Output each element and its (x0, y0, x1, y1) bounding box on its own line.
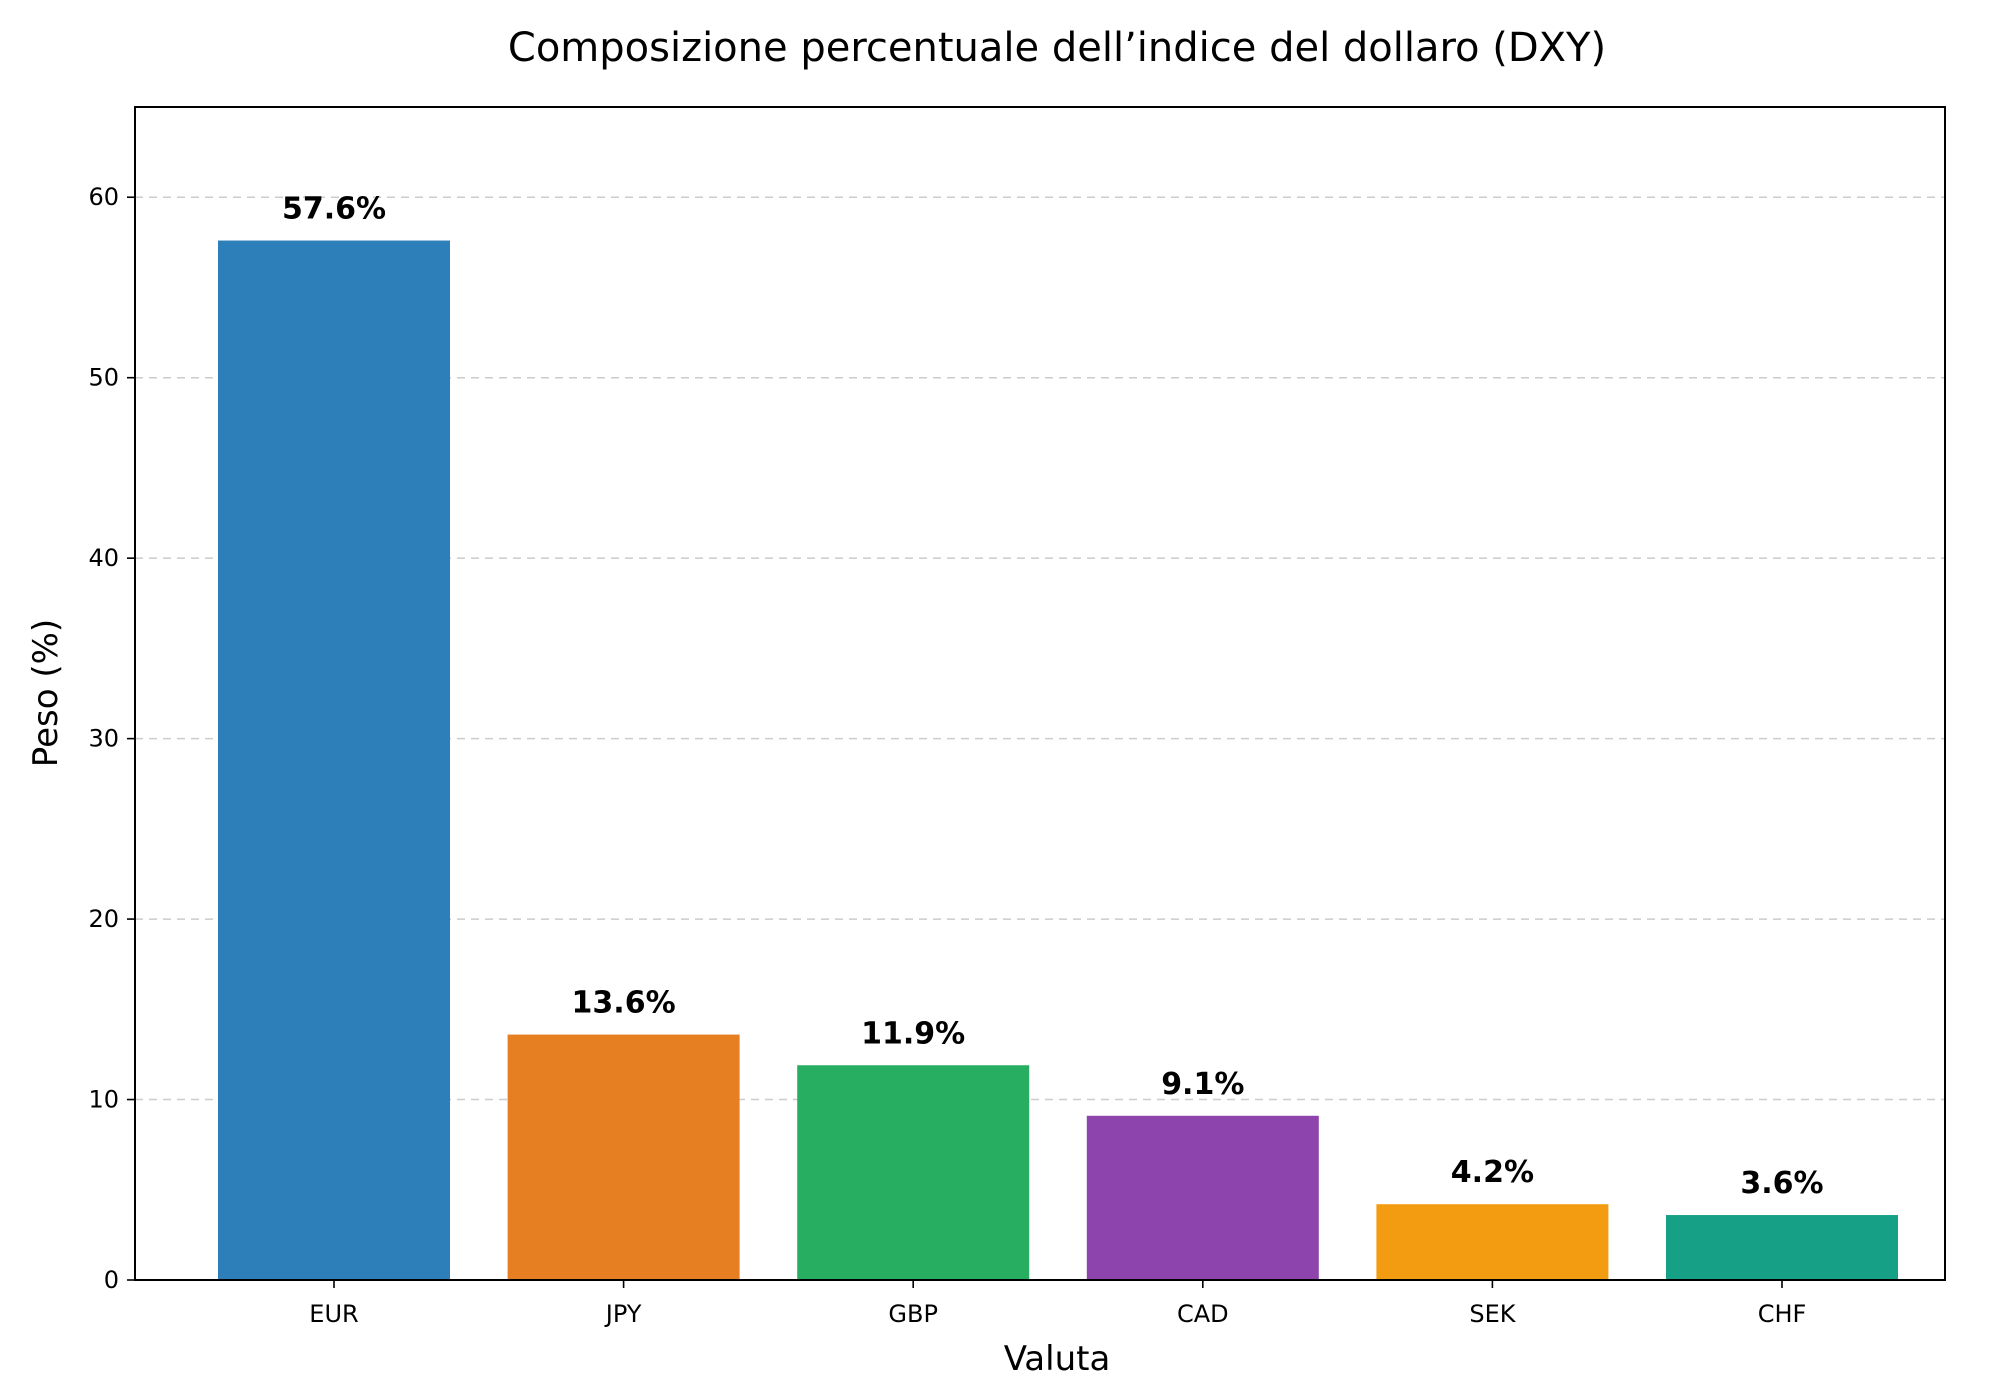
y-tick-label-30: 30 (88, 725, 119, 753)
data-label-jpy: 13.6% (572, 986, 676, 1021)
y-tick-label-20: 20 (88, 905, 119, 933)
data-label-gbp: 11.9% (861, 1016, 965, 1051)
data-label-eur: 57.6% (282, 192, 386, 227)
x-tick-label-eur: EUR (309, 1300, 358, 1328)
bar-chf (1666, 1215, 1898, 1280)
bar-jpy (507, 1034, 740, 1280)
bar-gbp (797, 1065, 1030, 1280)
data-label-sek: 4.2% (1451, 1155, 1534, 1190)
bar-eur (218, 240, 450, 1281)
y-tick-label-10: 10 (88, 1086, 119, 1114)
chart-title: Composizione percentuale dell’indice del… (508, 25, 1606, 71)
x-axis-label: Valuta (1004, 1339, 1111, 1379)
plot-frame (134, 106, 1946, 1281)
data-label-cad: 9.1% (1161, 1067, 1244, 1102)
data-labels: 57.6% 13.6% 11.9% 9.1% 4.2% 3.6% (282, 192, 1824, 1201)
x-axis-ticks: EUR JPY GBP CAD SEK CHF (309, 1280, 1806, 1328)
y-tick-label-50: 50 (88, 364, 119, 392)
bars (218, 240, 1898, 1281)
y-tick-label-40: 40 (88, 544, 119, 572)
y-tick-label-0: 0 (104, 1266, 119, 1294)
bar-sek (1376, 1204, 1609, 1280)
x-tick-label-gbp: GBP (888, 1300, 938, 1328)
x-tick-label-sek: SEK (1469, 1300, 1516, 1328)
x-tick-label-cad: CAD (1177, 1300, 1229, 1328)
x-tick-label-jpy: JPY (604, 1300, 642, 1328)
y-axis-label: Peso (%) (26, 619, 66, 767)
y-tick-label-60: 60 (88, 183, 119, 211)
x-tick-label-chf: CHF (1758, 1300, 1807, 1328)
bar-cad (1086, 1115, 1319, 1280)
y-axis-ticks: 0 10 20 30 40 50 60 (88, 183, 135, 1294)
data-label-chf: 3.6% (1740, 1166, 1823, 1201)
